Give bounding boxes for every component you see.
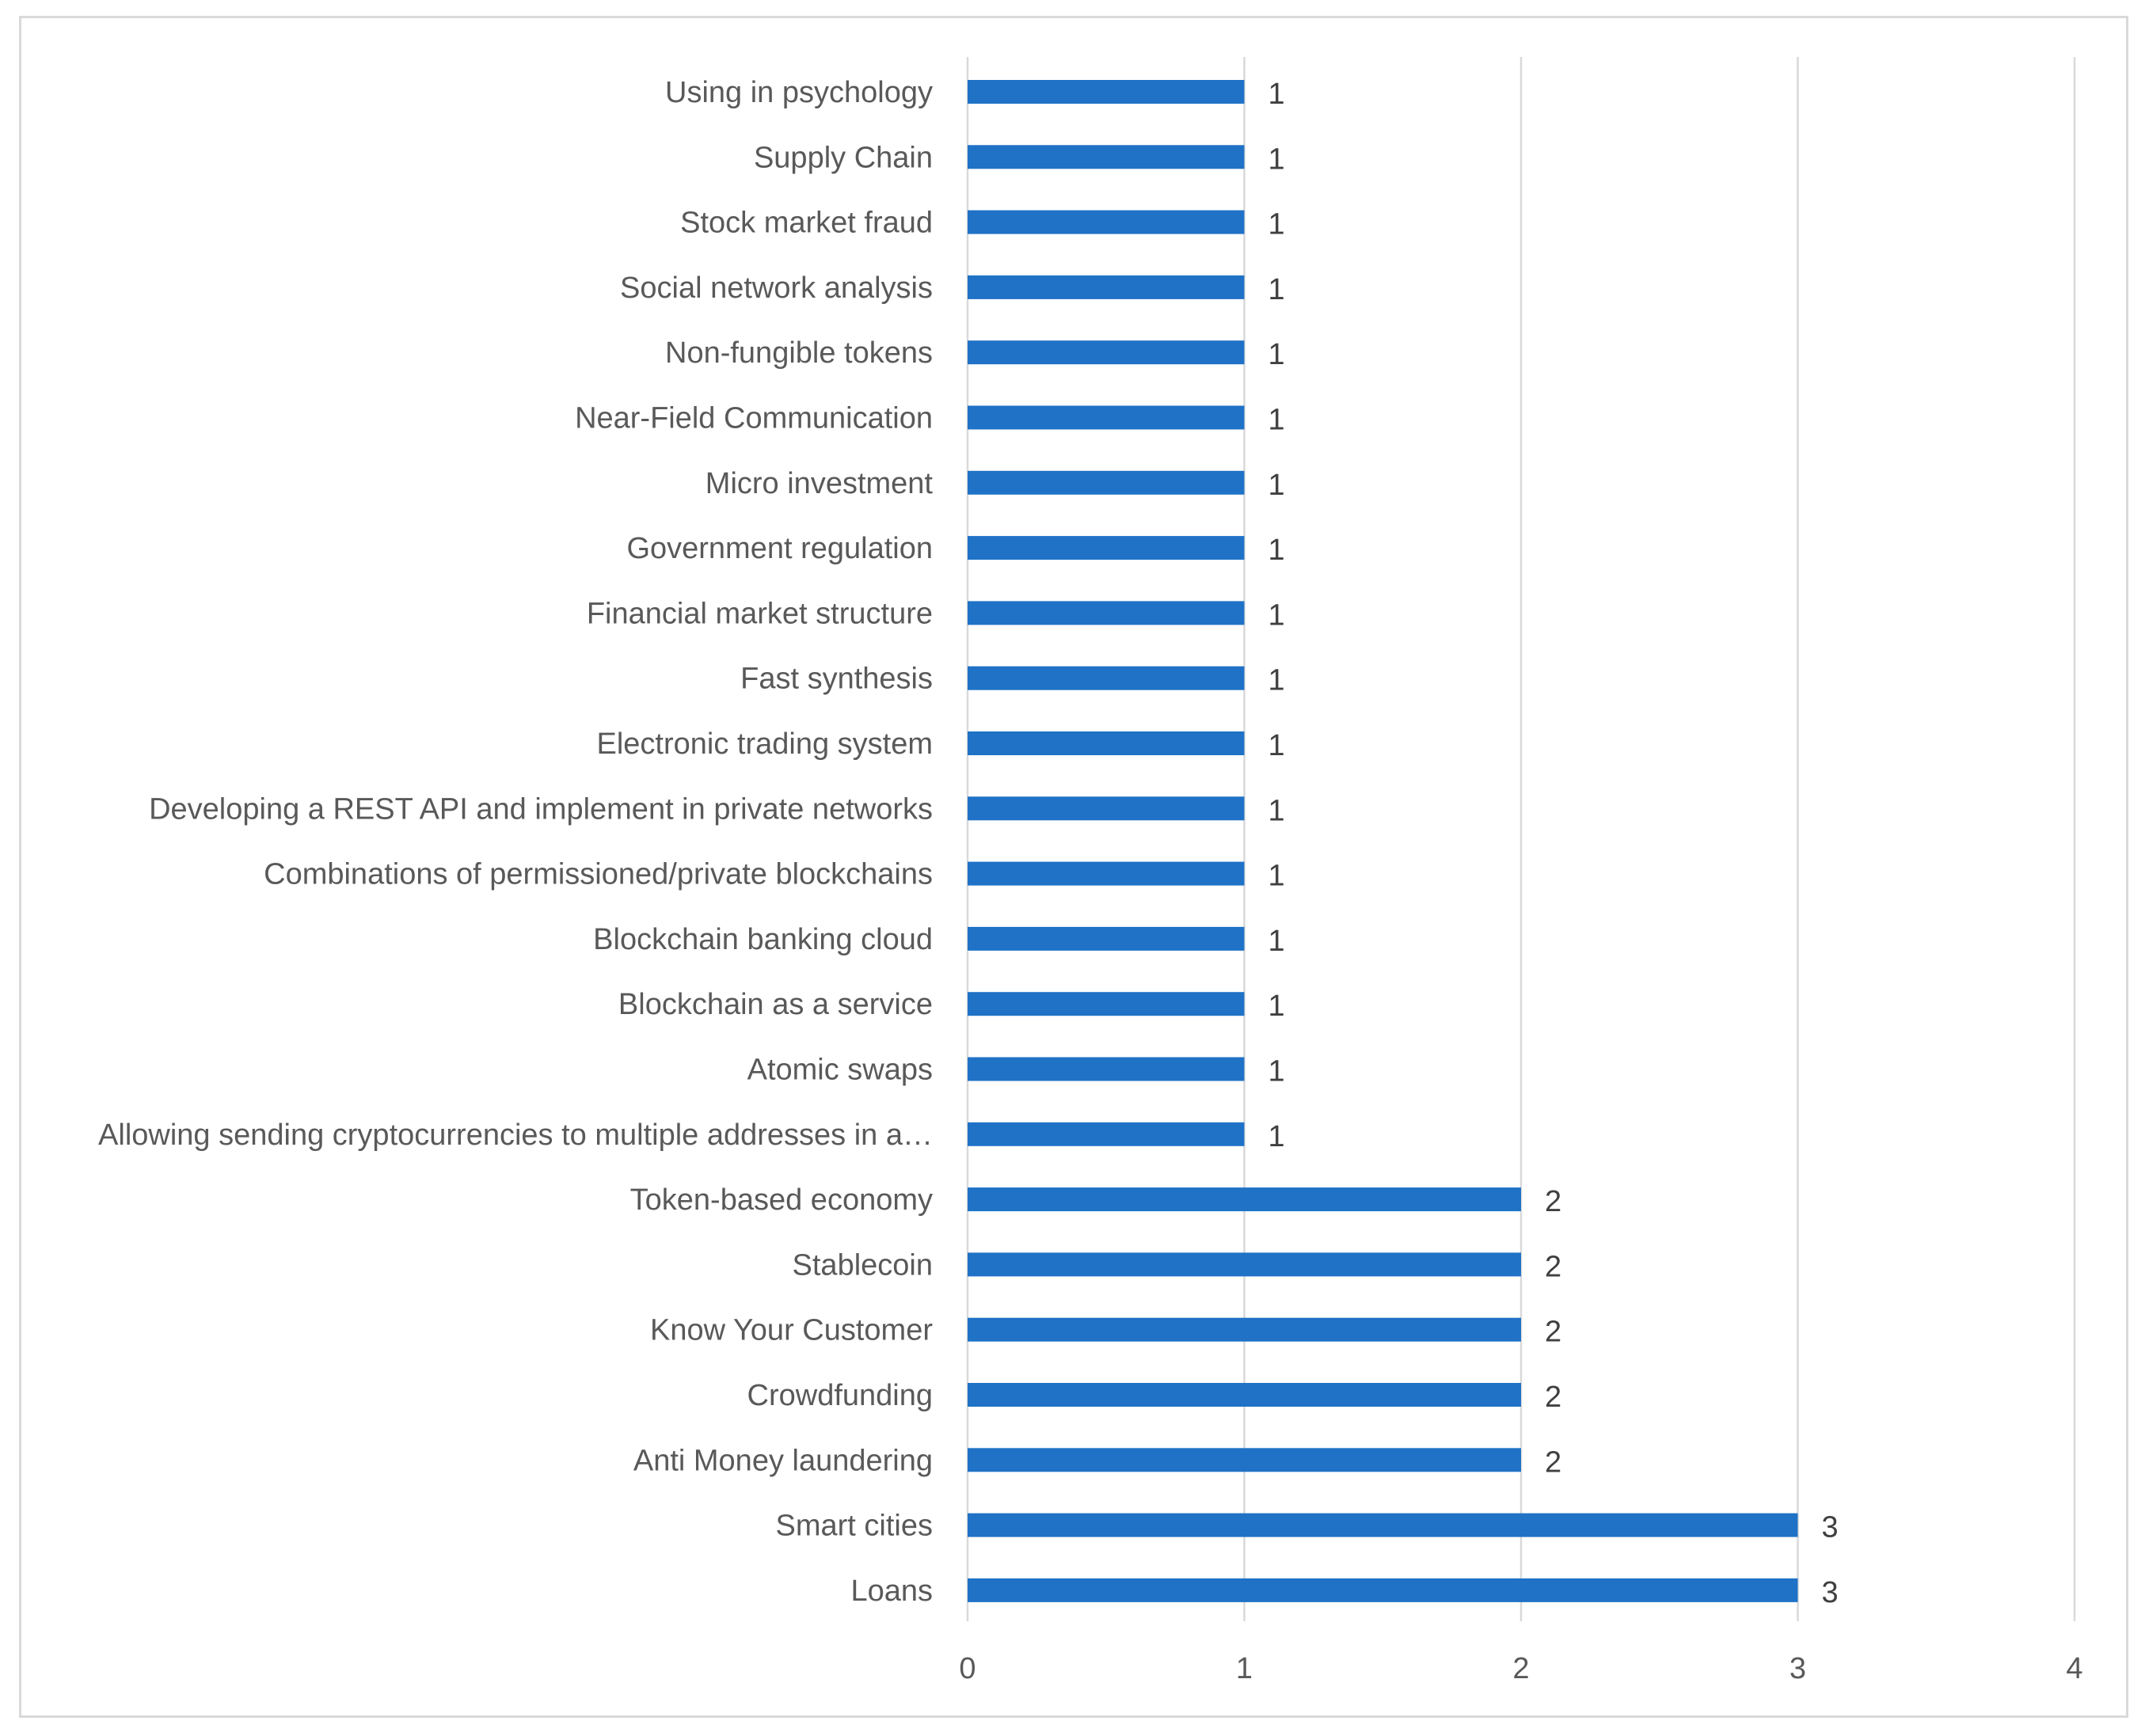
x-tick-label-3: 3 bbox=[1789, 1652, 1806, 1685]
value-label-11: 1 bbox=[1268, 794, 1285, 827]
bar-10 bbox=[968, 731, 1245, 755]
x-tick-label-0: 0 bbox=[959, 1652, 976, 1685]
bar-15 bbox=[968, 1057, 1245, 1081]
value-label-3: 1 bbox=[1268, 273, 1285, 306]
bar-14 bbox=[968, 992, 1245, 1016]
category-label-9: Fast synthesis bbox=[740, 663, 933, 696]
category-label-8: Financial market structure bbox=[587, 597, 933, 630]
category-label-16: Allowing sending cryptocurrencies to mul… bbox=[98, 1119, 933, 1152]
value-labels: 1 1 1 1 1 1 1 1 1 1 1 1 1 1 1 1 1 2 2 2 2 2 3 3 bbox=[1268, 78, 1839, 1609]
bar-18 bbox=[968, 1252, 1521, 1277]
category-label-1: Supply Chain bbox=[754, 141, 933, 174]
category-label-0: Using in psychology bbox=[665, 76, 933, 109]
bar-13 bbox=[968, 926, 1245, 951]
bar-17 bbox=[968, 1187, 1521, 1212]
value-label-21: 2 bbox=[1545, 1445, 1561, 1479]
x-axis-ticks: 0 1 2 3 4 bbox=[959, 1652, 2082, 1685]
category-label-20: Crowdfunding bbox=[747, 1379, 933, 1412]
category-label-6: Micro investment bbox=[705, 467, 934, 500]
bar-2 bbox=[968, 210, 1245, 234]
category-label-12: Combinations of permissioned/private blo… bbox=[264, 858, 933, 891]
value-label-5: 1 bbox=[1268, 404, 1285, 437]
category-labels: Using in psychology Supply Chain Stock mar… bbox=[98, 76, 933, 1608]
x-tick-label-2: 2 bbox=[1512, 1652, 1529, 1685]
bar-3 bbox=[968, 275, 1245, 299]
category-label-23: Loans bbox=[850, 1575, 933, 1608]
category-label-14: Blockchain as a service bbox=[618, 988, 933, 1021]
bar-1 bbox=[968, 145, 1245, 169]
bar-20 bbox=[968, 1383, 1521, 1407]
bar-8 bbox=[968, 601, 1245, 625]
bar-0 bbox=[968, 80, 1245, 104]
gridlines bbox=[966, 57, 2076, 1621]
value-label-7: 1 bbox=[1268, 534, 1285, 567]
value-label-4: 1 bbox=[1268, 338, 1285, 371]
value-label-9: 1 bbox=[1268, 664, 1285, 697]
bars bbox=[968, 80, 1798, 1602]
value-label-8: 1 bbox=[1268, 598, 1285, 632]
category-label-21: Anti Money laundering bbox=[633, 1444, 933, 1477]
value-label-1: 1 bbox=[1268, 142, 1285, 176]
bar-9 bbox=[968, 666, 1245, 690]
category-label-22: Smart cities bbox=[776, 1510, 933, 1543]
category-label-15: Atomic swaps bbox=[747, 1054, 933, 1087]
category-label-3: Social network analysis bbox=[620, 272, 933, 305]
value-label-0: 1 bbox=[1268, 78, 1285, 111]
category-label-7: Government regulation bbox=[626, 532, 933, 565]
bar-22 bbox=[968, 1513, 1798, 1537]
value-label-23: 3 bbox=[1822, 1576, 1839, 1609]
value-label-17: 2 bbox=[1545, 1185, 1561, 1218]
category-label-18: Stablecoin bbox=[793, 1248, 933, 1282]
bar-23 bbox=[968, 1578, 1798, 1602]
value-label-20: 2 bbox=[1545, 1381, 1561, 1414]
category-label-11: Developing a REST API and implement in p… bbox=[149, 792, 933, 826]
bar-7 bbox=[968, 536, 1245, 560]
category-label-13: Blockchain banking cloud bbox=[593, 923, 933, 956]
category-label-19: Know Your Customer bbox=[650, 1314, 933, 1347]
value-label-22: 3 bbox=[1822, 1511, 1839, 1544]
category-label-10: Electronic trading system bbox=[597, 727, 934, 761]
value-label-10: 1 bbox=[1268, 729, 1285, 762]
value-label-6: 1 bbox=[1268, 469, 1285, 502]
x-tick-label-4: 4 bbox=[2066, 1652, 2082, 1685]
bar-16 bbox=[968, 1122, 1245, 1146]
value-label-16: 1 bbox=[1268, 1120, 1285, 1153]
bar-12 bbox=[968, 861, 1245, 886]
value-label-15: 1 bbox=[1268, 1055, 1285, 1088]
bar-11 bbox=[968, 796, 1245, 821]
bar-5 bbox=[968, 405, 1245, 430]
value-label-12: 1 bbox=[1268, 860, 1285, 893]
value-label-14: 1 bbox=[1268, 990, 1285, 1023]
value-label-2: 1 bbox=[1268, 208, 1285, 241]
value-label-19: 2 bbox=[1545, 1316, 1561, 1349]
bar-19 bbox=[968, 1317, 1521, 1342]
bar-6 bbox=[968, 470, 1245, 495]
value-label-18: 2 bbox=[1545, 1250, 1561, 1283]
category-label-5: Near-Field Communication bbox=[575, 402, 933, 435]
value-label-13: 1 bbox=[1268, 925, 1285, 958]
category-label-2: Stock market fraud bbox=[680, 207, 933, 240]
x-tick-label-1: 1 bbox=[1236, 1652, 1253, 1685]
category-label-4: Non-fungible tokens bbox=[665, 336, 933, 370]
category-label-17: Token-based economy bbox=[630, 1183, 933, 1217]
bar-21 bbox=[968, 1448, 1521, 1472]
bar-4 bbox=[968, 340, 1245, 365]
